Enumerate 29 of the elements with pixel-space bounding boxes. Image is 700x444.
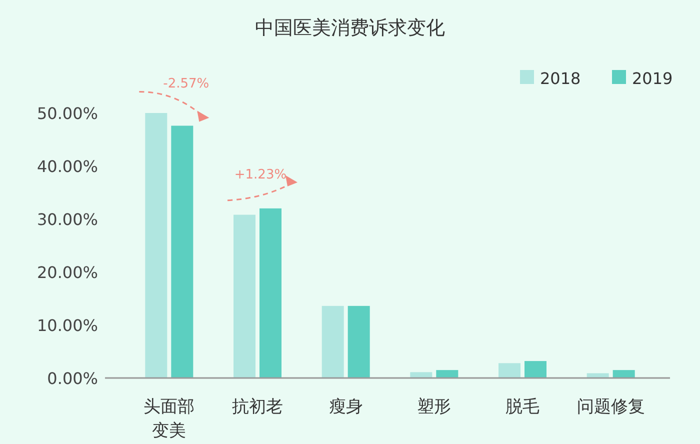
bar <box>612 370 635 378</box>
x-tick-label: 塑形 <box>417 397 452 417</box>
y-tick-label: 10.00% <box>36 316 98 335</box>
bar <box>260 208 282 378</box>
y-tick-label: 50.00% <box>36 104 98 123</box>
x-tick-label: 问题修复 <box>576 397 645 417</box>
bar <box>234 214 256 378</box>
y-tick-label: 30.00% <box>36 210 98 229</box>
annotation: -2.57% <box>163 76 210 92</box>
bar <box>171 126 194 378</box>
bar <box>348 306 370 378</box>
x-tick-label: 脱毛 <box>506 397 540 417</box>
x-tick-label: 头面部变美 <box>144 397 195 441</box>
bar <box>410 372 432 378</box>
chart-title: 中国医美消费诉求变化 <box>255 17 445 39</box>
bar <box>524 361 546 378</box>
bar <box>322 306 344 378</box>
y-tick-label: 20.00% <box>36 263 98 282</box>
bar <box>436 370 458 378</box>
y-tick-label: 40.00% <box>36 157 98 176</box>
x-tick-label: 瘦身 <box>328 397 363 417</box>
bar <box>498 363 520 378</box>
y-tick-label: 0.00% <box>47 369 98 388</box>
x-tick-label: 抗初老 <box>232 397 283 417</box>
bar <box>145 113 168 378</box>
annotation: +1.23% <box>234 167 287 182</box>
legend-label: 2019 <box>632 69 673 88</box>
bar <box>586 373 609 378</box>
legend-label: 2018 <box>540 69 581 88</box>
